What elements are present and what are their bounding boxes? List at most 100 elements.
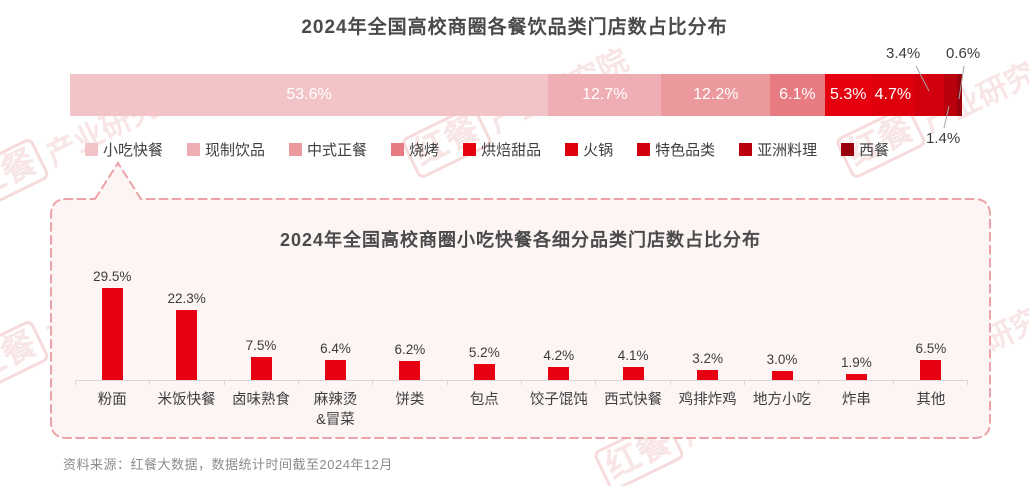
legend-item-特色品类: 特色品类 [637, 139, 715, 160]
bar-value-label: 6.2% [394, 341, 426, 357]
bar [845, 374, 867, 380]
callout-label-西餐: 0.6% [946, 45, 981, 62]
legend-swatch [841, 143, 855, 156]
legend-swatch [391, 143, 405, 156]
panel-title: 2024年全国高校商圈小吃快餐各细分品类门店数占比分布 [279, 230, 762, 250]
category-label: 炸串 [841, 392, 871, 408]
axis-tick-cell [299, 381, 374, 385]
bar-value-label: 3.0% [766, 351, 798, 367]
watermark-logo: 红餐 [0, 136, 51, 214]
bar [548, 366, 570, 380]
bar-column-麻辣烫&冒菜: 6.4% [298, 263, 372, 380]
legend-swatch [739, 143, 753, 156]
bar-column-地方小吃: 3.0% [745, 263, 819, 380]
category-labels: 粉面 米饭快餐 卤味熟食 麻辣烫 &冒菜 饼类 包点 饺子馄饨 西式快餐 鸡排炸鸡 地方小吃 炸串 其… [75, 385, 968, 430]
stacked-segment-中式正餐: 12.2% [661, 74, 771, 116]
axis-tick-cell [596, 381, 671, 385]
category-label: 包点 [469, 392, 499, 408]
legend: 小吃快餐 现制饮品 中式正餐 烧烤 烘焙甜品 火锅 特色品类 亚洲料理 西餐 [85, 139, 889, 160]
stacked-segment-特色品类 [913, 74, 945, 116]
category-label: 饼类 [395, 392, 425, 408]
legend-item-亚洲料理: 亚洲料理 [739, 139, 817, 160]
bar [920, 359, 942, 380]
bar [771, 370, 793, 380]
axis-ticks [75, 381, 968, 385]
page-title: 2024年全国高校商圈各餐饮品类门店数占比分布 [301, 17, 728, 38]
bar [473, 363, 495, 380]
bar-value-label: 3.2% [692, 351, 723, 366]
bar-column-饺子馄饨: 4.2% [522, 263, 596, 380]
category-label: 米饭快餐 [157, 392, 216, 408]
stacked-segment-小吃快餐: 53.6% [70, 74, 549, 116]
legend-label: 特色品类 [655, 142, 716, 159]
bar-value-label: 4.1% [617, 348, 649, 364]
category-label: 饺子馄饨 [529, 392, 588, 408]
bar-value-label: 7.5% [245, 337, 277, 353]
legend-label: 亚洲料理 [757, 142, 818, 159]
x-axis [75, 380, 968, 381]
axis-tick-cell [150, 381, 225, 385]
stacked-segment-烘焙甜品: 5.3% [824, 74, 872, 116]
legend-label: 小吃快餐 [103, 142, 164, 159]
legend-swatch [463, 143, 477, 156]
stacked-segment-火锅: 4.7% [871, 74, 914, 116]
bar-value-label: 22.3% [167, 291, 206, 307]
bar [101, 288, 123, 380]
legend-item-中式正餐: 中式正餐 [289, 139, 367, 160]
segment-value-label: 5.3% [830, 86, 867, 103]
segment-value-label: 6.1% [779, 86, 816, 103]
legend-item-烘焙甜品: 烘焙甜品 [463, 139, 541, 160]
category-label: 卤味熟食 [232, 392, 291, 408]
segment-value-label: 12.2% [693, 86, 739, 103]
source-note: 资料来源：红餐大数据，数据统计时间截至2024年12月 [63, 457, 393, 472]
bar-column-卤味熟食: 7.5% [224, 263, 298, 380]
legend-swatch [637, 143, 651, 156]
legend-item-西餐: 西餐 [841, 139, 889, 160]
legend-item-火锅: 火锅 [565, 139, 613, 160]
legend-item-小吃快餐: 小吃快餐 [85, 139, 163, 160]
segment-value-label: 12.7% [582, 86, 628, 103]
axis-tick-cell [373, 381, 448, 385]
bar-value-label: 1.9% [841, 355, 872, 371]
callout-label-亚洲料理: 1.4% [926, 130, 961, 147]
bar [250, 356, 272, 380]
legend-item-烧烤: 烧烤 [391, 139, 439, 160]
axis-tick-cell [522, 381, 597, 385]
legend-swatch [565, 143, 579, 156]
legend-label: 中式正餐 [307, 142, 368, 159]
bar-value-label: 29.5% [93, 269, 132, 284]
bar-column-包点: 5.2% [447, 263, 521, 380]
category-label: 其他 [916, 392, 946, 408]
legend-swatch [289, 143, 303, 156]
legend-label: 火锅 [583, 142, 614, 159]
stacked-segment-西餐 [956, 74, 962, 116]
bar [176, 310, 198, 380]
bar-value-label: 6.5% [915, 340, 947, 356]
callout-label-特色品类: 3.4% [886, 45, 921, 62]
legend-label: 烘焙甜品 [481, 142, 542, 159]
legend-label: 西餐 [859, 142, 890, 159]
bars-row: 29.5% 22.3% 7.5% 6.4% 6.2% 5.2% 4.2% 4.1% 3.2% 3.… [75, 263, 968, 380]
stacked-segment-烧烤: 6.1% [770, 74, 825, 116]
stacked-segment-亚洲料理 [944, 74, 957, 116]
segment-value-label: 4.7% [874, 86, 912, 103]
legend-swatch [187, 143, 201, 156]
legend-item-现制饮品: 现制饮品 [187, 139, 265, 160]
bar-column-米饭快餐: 22.3% [149, 263, 223, 380]
axis-tick-cell [745, 381, 820, 385]
bar-column-炸串: 1.9% [819, 263, 893, 380]
axis-tick-cell [225, 381, 299, 385]
bar-value-label: 5.2% [468, 344, 500, 360]
bar-value-label: 4.2% [543, 347, 575, 363]
stacked-bar: 53.6% 12.7% 12.2% 6.1% 5.3% 4.7% [70, 74, 962, 116]
bar-value-label: 6.4% [320, 341, 351, 356]
category-label: 西式快餐 [604, 392, 663, 408]
category-label: 粉面 [97, 392, 127, 408]
axis-tick-cell [671, 381, 745, 385]
category-label: 地方小吃 [753, 392, 811, 408]
bar-column-西式快餐: 4.1% [596, 263, 670, 380]
axis-tick-cell [819, 381, 894, 385]
legend-label: 烧烤 [409, 142, 440, 159]
bar [697, 370, 719, 380]
